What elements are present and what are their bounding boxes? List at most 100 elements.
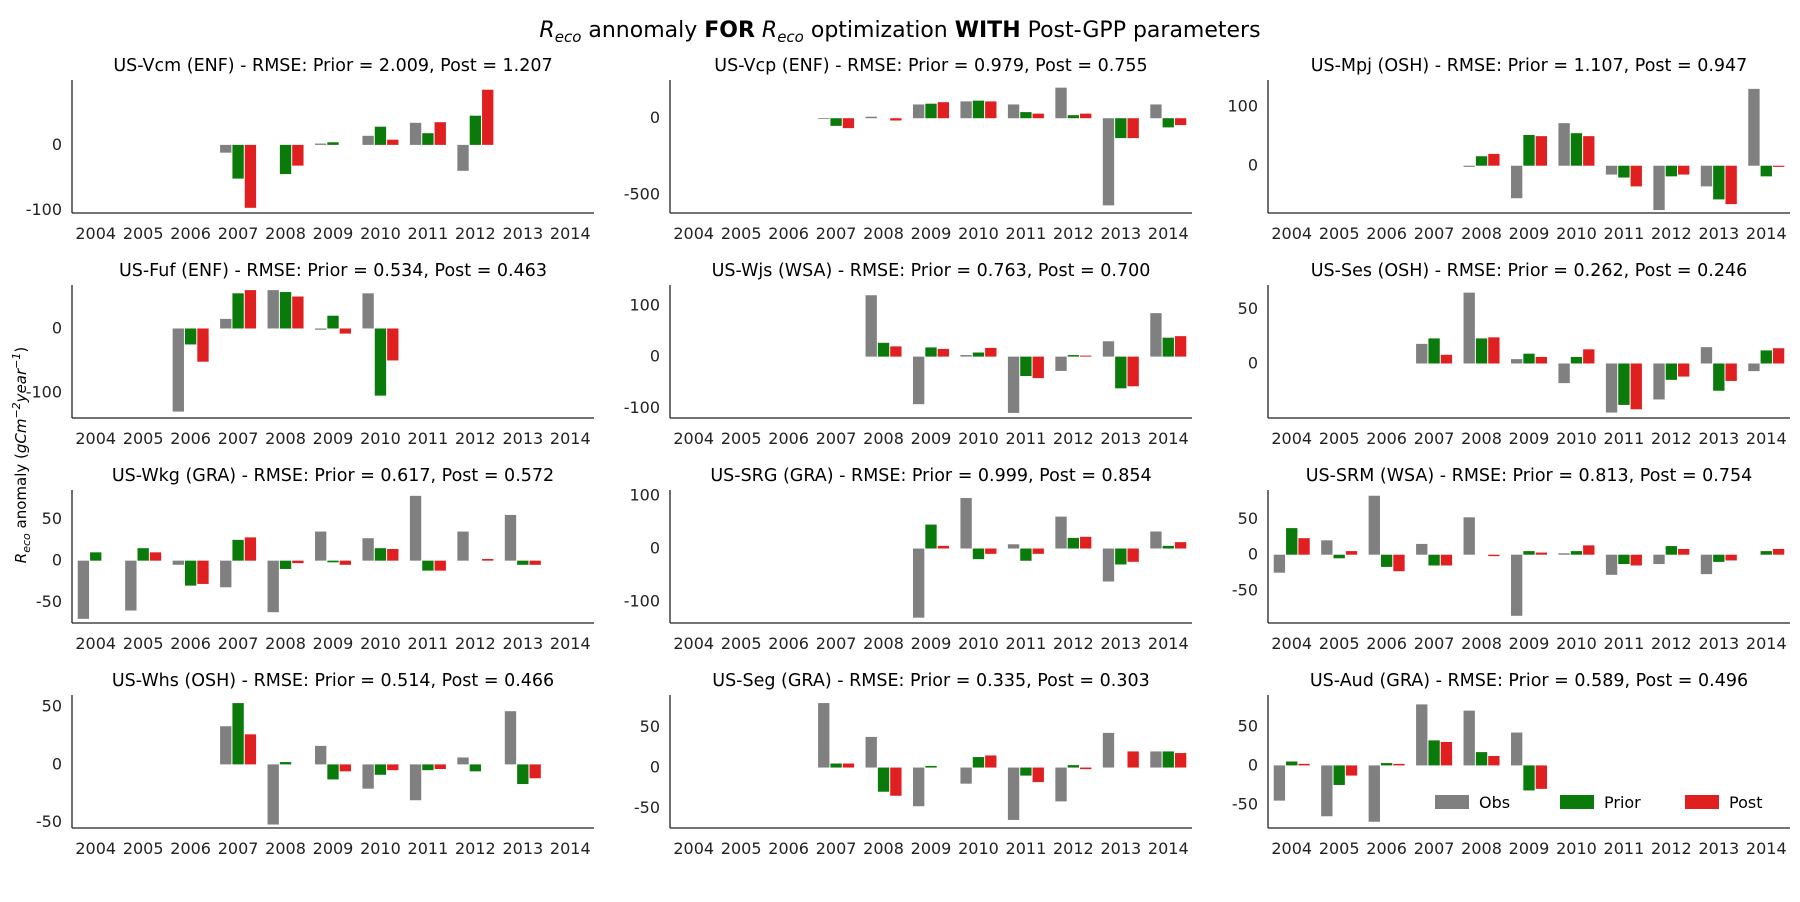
x-tick-label: 2007 [816, 429, 857, 448]
bar-post-2012 [1678, 363, 1690, 377]
bar-prior-2010 [374, 764, 387, 775]
bar-obs-2012 [1653, 165, 1665, 211]
x-tick-label: 2004 [75, 224, 116, 243]
bar-post-2012 [1080, 767, 1092, 770]
x-tick-label: 2010 [360, 429, 401, 448]
x-tick-label: 2007 [1414, 839, 1455, 858]
x-tick-label: 2013 [1100, 634, 1141, 653]
bar-prior-2009 [327, 764, 339, 780]
bar-obs-2014 [1150, 104, 1162, 119]
x-tick-label: 2012 [455, 634, 496, 653]
bar-post-2008 [1488, 153, 1500, 166]
bar-post-2007 [244, 144, 257, 208]
bar-post-2009 [1535, 552, 1548, 555]
x-tick-label: 2007 [218, 634, 259, 653]
bar-prior-2013 [1713, 165, 1725, 200]
bar-post-2009 [1535, 356, 1548, 364]
bar-obs-2009 [314, 745, 327, 765]
bar-obs-2014 [1748, 363, 1760, 372]
bar-post-2005 [149, 552, 162, 561]
bar-post-2013 [529, 560, 541, 565]
bar-obs-2009 [912, 356, 925, 405]
bar-post-2005 [1345, 765, 1358, 776]
x-tick-label: 2006 [1366, 429, 1407, 448]
bar-prior-2008 [877, 767, 890, 792]
bar-prior-2006 [1380, 763, 1393, 766]
bar-prior-2010 [374, 548, 387, 561]
subplot-0: US-Vcm (ENF) - RMSE: Prior = 2.009, Post… [26, 56, 594, 243]
bar-obs-2010 [1558, 553, 1570, 555]
bar-obs-2009 [1510, 732, 1523, 766]
bar-prior-2014 [1760, 551, 1772, 555]
bar-prior-2012 [1067, 537, 1080, 549]
bar-prior-2014 [1162, 545, 1174, 549]
subplot-8: US-SRM (WSA) - RMSE: Prior = 0.813, Post… [1232, 466, 1790, 653]
bar-post-2006 [197, 328, 209, 362]
bar-prior-2008 [279, 292, 292, 329]
bar-prior-2008 [877, 342, 890, 357]
bar-post-2010 [985, 347, 997, 357]
x-tick-label: 2004 [1271, 839, 1312, 858]
x-tick-label: 2008 [863, 839, 904, 858]
x-tick-label: 2005 [1319, 224, 1360, 243]
x-tick-label: 2008 [265, 429, 306, 448]
bar-post-2010 [985, 101, 997, 119]
bar-post-2014 [1174, 118, 1187, 126]
bar-prior-2013 [1713, 554, 1725, 562]
bar-obs-2010 [362, 764, 374, 789]
subplot-grid: US-Vcm (ENF) - RMSE: Prior = 2.009, Post… [26, 56, 1790, 858]
x-tick-label: 2012 [455, 429, 496, 448]
bar-obs-2008 [267, 560, 279, 613]
x-tick-label: 2009 [911, 429, 952, 448]
x-tick-label: 2014 [550, 634, 591, 653]
bar-prior-2012 [1665, 363, 1678, 380]
x-tick-label: 2005 [123, 839, 164, 858]
bar-prior-2009 [327, 560, 339, 563]
bar-prior-2013 [517, 764, 529, 785]
bar-obs-2009 [1510, 359, 1523, 364]
bar-prior-2007 [232, 703, 244, 765]
bar-prior-2007 [232, 293, 244, 329]
bar-prior-2012 [469, 764, 482, 772]
x-tick-label: 2011 [1604, 429, 1645, 448]
bar-post-2006 [1393, 554, 1405, 572]
bar-post-2010 [1583, 545, 1595, 555]
bar-prior-2011 [422, 764, 434, 771]
bar-post-2008 [1488, 756, 1500, 766]
subplot-5: US-Ses (OSH) - RMSE: Prior = 0.262, Post… [1238, 261, 1790, 448]
bar-prior-2005 [1333, 765, 1345, 785]
bar-obs-2006 [172, 560, 184, 565]
x-tick-label: 2009 [313, 839, 354, 858]
y-tick-label: -100 [26, 200, 62, 219]
x-tick-label: 2011 [408, 224, 449, 243]
bar-post-2010 [387, 328, 399, 361]
bar-prior-2013 [517, 560, 529, 565]
x-tick-label: 2005 [123, 634, 164, 653]
bar-prior-2012 [1665, 546, 1678, 555]
x-tick-label: 2006 [1366, 839, 1407, 858]
bar-obs-2009 [314, 531, 327, 561]
bar-post-2006 [1393, 763, 1405, 766]
x-tick-label: 2014 [1148, 634, 1189, 653]
y-tick-label: 0 [1248, 755, 1258, 774]
y-axis-label: Reco anomaly (gCm−2year−1) [10, 347, 33, 563]
bar-obs-2005 [1321, 540, 1333, 555]
bar-prior-2014 [1760, 165, 1772, 177]
x-tick-label: 2013 [1100, 839, 1141, 858]
x-tick-label: 2006 [1366, 634, 1407, 653]
x-tick-label: 2005 [721, 634, 762, 653]
bar-obs-2010 [960, 101, 972, 119]
bar-post-2012 [482, 558, 494, 561]
bar-post-2012 [482, 89, 494, 145]
bar-obs-2012 [1653, 363, 1665, 400]
bar-obs-2007 [1416, 543, 1428, 555]
bar-obs-2007 [220, 726, 232, 765]
x-tick-label: 2013 [1698, 839, 1739, 858]
x-tick-label: 2006 [170, 429, 211, 448]
bar-post-2009 [937, 102, 950, 119]
bar-prior-2011 [422, 133, 434, 145]
y-tick-label: 50 [42, 697, 62, 716]
bar-prior-2006 [184, 560, 197, 586]
bar-post-2007 [1440, 354, 1453, 364]
